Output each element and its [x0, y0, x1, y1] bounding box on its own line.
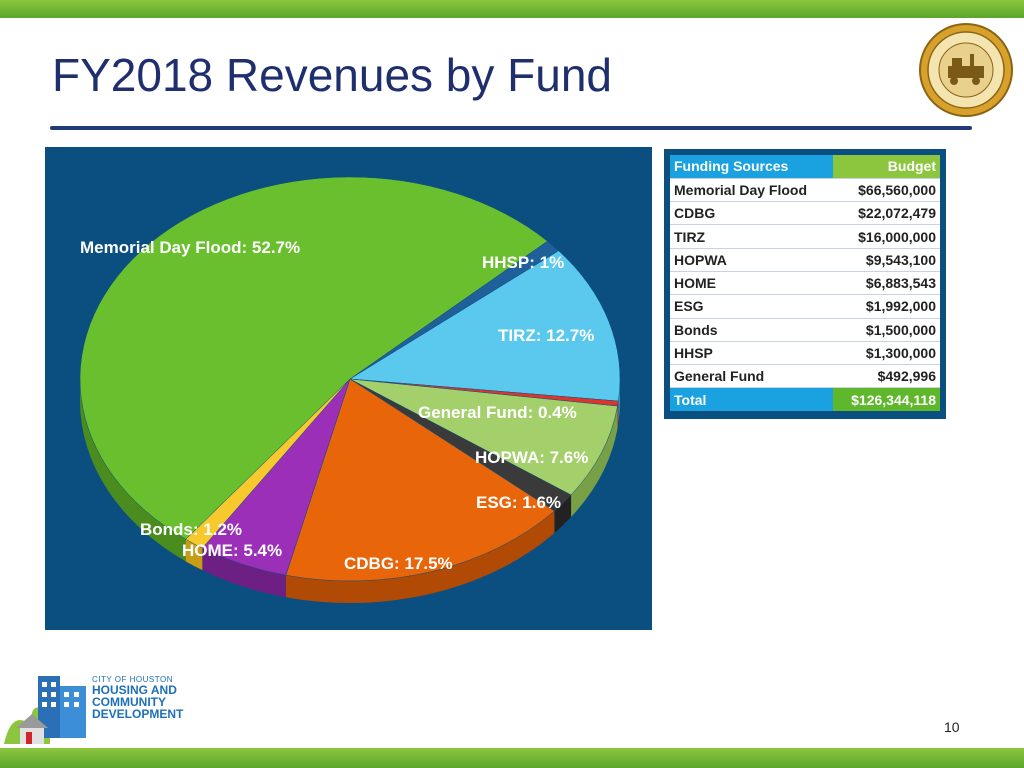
header-budget: Budget	[832, 155, 940, 179]
fund-name: HOPWA	[670, 248, 833, 272]
fund-budget: $9,543,100	[832, 248, 940, 272]
fund-budget: $1,992,000	[832, 294, 940, 319]
table-row: HHSP $1,300,000	[670, 341, 940, 366]
fund-budget: $66,560,000	[832, 178, 940, 203]
funding-sources-table: Funding Sources Budget Memorial Day Floo…	[670, 155, 940, 412]
fund-budget: $22,072,479	[832, 201, 940, 226]
table-row: HOPWA $9,543,100	[670, 248, 940, 272]
table-row: General Fund $492,996	[670, 364, 940, 389]
pie-slice-side-cdbg	[285, 510, 555, 603]
total-label: Total	[670, 387, 833, 412]
city-seal-logo	[919, 23, 1013, 117]
bottom-accent-bar	[0, 748, 1024, 768]
fund-budget: $492,996	[832, 364, 940, 389]
housing-community-development-logo	[2, 676, 178, 746]
fund-budget: $16,000,000	[832, 224, 940, 249]
pie-slice-side-hopwa	[571, 406, 618, 517]
pie-label-general-fund: General Fund: 0.4%	[418, 403, 577, 422]
page-number: 10	[944, 719, 960, 735]
hcd-logo-text: CITY OF HOUSTON HOUSING AND COMMUNITY DE…	[92, 675, 183, 720]
pie-slice-side-general-fund	[617, 401, 619, 429]
fund-name: HHSP	[670, 341, 833, 366]
logo-line-city: CITY OF HOUSTON	[92, 675, 173, 684]
table-row: TIRZ $16,000,000	[670, 224, 940, 249]
fund-name: Memorial Day Flood	[670, 178, 833, 203]
pie-slice-bonds	[185, 378, 351, 549]
table-row: Memorial Day Flood $66,560,000	[670, 178, 940, 203]
pie-slice-side-home	[202, 548, 286, 598]
pie-slice-side-bonds	[185, 539, 203, 571]
logo-line-development: DEVELOPMENT	[92, 707, 184, 721]
pie-slice-hopwa	[349, 378, 618, 496]
title-divider	[50, 126, 972, 130]
table-row: Bonds $1,500,000	[670, 318, 940, 342]
fund-budget: $6,883,543	[832, 271, 940, 296]
pie-label-hopwa: HOPWA: 7.6%	[475, 448, 588, 467]
fund-budget: $1,500,000	[832, 318, 940, 342]
pie-label-tirz: TIRZ: 12.7%	[498, 326, 594, 345]
table-row: CDBG $22,072,479	[670, 201, 940, 226]
pie-slice-memorial-day-flood	[79, 176, 548, 540]
pie-label-esg: ESG: 1.6%	[476, 493, 561, 512]
table-row: HOME $6,883,543	[670, 271, 940, 296]
top-accent-bar	[0, 0, 1024, 18]
page-title: FY2018 Revenues by Fund	[52, 49, 613, 101]
fund-name: Bonds	[670, 318, 833, 342]
pie-label-hhsp: HHSP: 1%	[482, 253, 564, 272]
table-header-row: Funding Sources Budget	[670, 155, 940, 179]
pie-slice-side-tirz	[618, 379, 620, 424]
revenue-pie-chart: Memorial Day Flood: 52.7% HHSP: 1% TIRZ: 1…	[79, 176, 621, 603]
pie-slice-side-memorial-day-flood	[80, 379, 186, 562]
logo-line-community: COMMUNITY	[92, 695, 166, 709]
pie-slice-cdbg	[285, 378, 555, 582]
fund-name: CDBG	[670, 201, 833, 226]
pie-slice-side-esg	[554, 494, 572, 533]
fund-name: ESG	[670, 294, 833, 319]
pie-label-cdbg: CDBG: 17.5%	[344, 554, 453, 573]
pie-label-home: HOME: 5.4%	[182, 541, 282, 560]
logo-line-housing: HOUSING AND	[92, 683, 177, 697]
fund-name: TIRZ	[670, 224, 833, 249]
total-value: $126,344,118	[832, 387, 940, 412]
fund-budget: $1,300,000	[832, 341, 940, 366]
pie-chart-panel: Memorial Day Flood: 52.7% HHSP: 1% TIRZ: 1…	[45, 147, 652, 630]
pie-label-bonds: Bonds: 1.2%	[140, 520, 242, 539]
fund-name: General Fund	[670, 364, 833, 389]
funding-table-panel: Funding Sources Budget Memorial Day Floo…	[664, 149, 946, 419]
table-row: ESG $1,992,000	[670, 294, 940, 319]
pie-slice-tirz	[349, 250, 621, 402]
table-total-row: Total $126,344,118	[670, 387, 940, 412]
pie-label-memorial-day-flood: Memorial Day Flood: 52.7%	[80, 238, 300, 257]
header-funding-sources: Funding Sources	[670, 155, 833, 179]
fund-name: HOME	[670, 271, 833, 296]
